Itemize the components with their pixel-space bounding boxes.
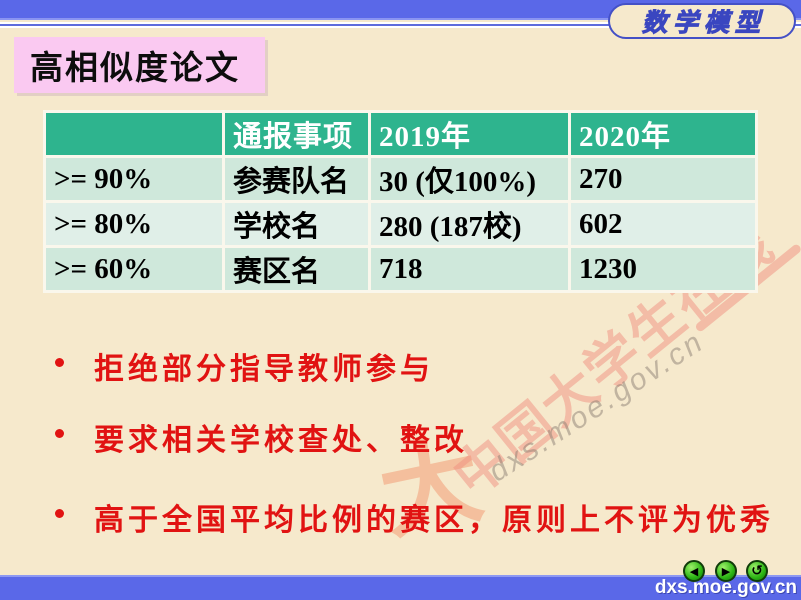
table-row: >= 60% 赛区名 718 1230 — [46, 248, 755, 290]
table-row: >= 90% 参赛队名 30 (仅100%) 270 — [46, 158, 755, 200]
bullet-dot-icon — [55, 429, 64, 438]
bullet-text: 高于全国平均比例的赛区，原则上不评为优秀 — [94, 504, 774, 537]
bullet-text: 拒绝部分指导教师参与 — [94, 353, 434, 386]
header-2020: 2020年 — [571, 113, 755, 155]
return-button[interactable]: ↺ — [746, 560, 768, 582]
footer-url: dxs.moe.gov.cn — [654, 577, 797, 598]
watermark-url-text: dxs.moe.gov.cn — [482, 324, 711, 489]
cell-2019: 718 — [371, 248, 568, 290]
bullet-item: 要求相关学校查处、整改 — [55, 415, 468, 459]
prev-slide-button[interactable]: ◀ — [683, 560, 705, 582]
next-slide-button[interactable]: ▶ — [715, 560, 737, 582]
cell-threshold: >= 60% — [46, 248, 222, 290]
header-threshold — [46, 113, 222, 155]
bullet-item: 拒绝部分指导教师参与 — [55, 344, 434, 388]
cell-item: 参赛队名 — [225, 158, 368, 200]
top-bar — [0, 0, 801, 20]
prev-arrow-icon: ◀ — [689, 564, 699, 578]
table-header-row: 通报事项 2019年 2020年 — [46, 113, 755, 155]
bullet-item: 高于全国平均比例的赛区，原则上不评为优秀 — [55, 495, 774, 539]
cell-2019: 30 (仅100%) — [371, 158, 568, 200]
bullet-dot-icon — [55, 358, 64, 367]
header-2019: 2019年 — [371, 113, 568, 155]
cell-2020: 270 — [571, 158, 755, 200]
cell-threshold: >= 80% — [46, 203, 222, 245]
slide-title: 高相似度论文 — [30, 51, 240, 87]
header-item: 通报事项 — [225, 113, 368, 155]
cell-2020: 1230 — [571, 248, 755, 290]
return-arrow-icon: ↺ — [751, 563, 763, 579]
similarity-stats-table: 通报事项 2019年 2020年 >= 90% 参赛队名 30 (仅100%) … — [43, 110, 758, 293]
top-divider — [0, 22, 801, 28]
bottom-bar — [0, 575, 801, 600]
cell-threshold: >= 90% — [46, 158, 222, 200]
cell-item: 赛区名 — [225, 248, 368, 290]
table-row: >= 80% 学校名 280 (187校) 602 — [46, 203, 755, 245]
next-arrow-icon: ▶ — [721, 564, 731, 578]
cell-2020: 602 — [571, 203, 755, 245]
bullet-text: 要求相关学校查处、整改 — [94, 424, 468, 457]
slide-title-box: 高相似度论文 — [14, 37, 265, 93]
cell-2019: 280 (187校) — [371, 203, 568, 245]
cell-item: 学校名 — [225, 203, 368, 245]
course-badge-label: 数学模型 — [641, 10, 766, 38]
course-badge: 数学模型 — [608, 3, 796, 39]
bullet-dot-icon — [55, 509, 64, 518]
